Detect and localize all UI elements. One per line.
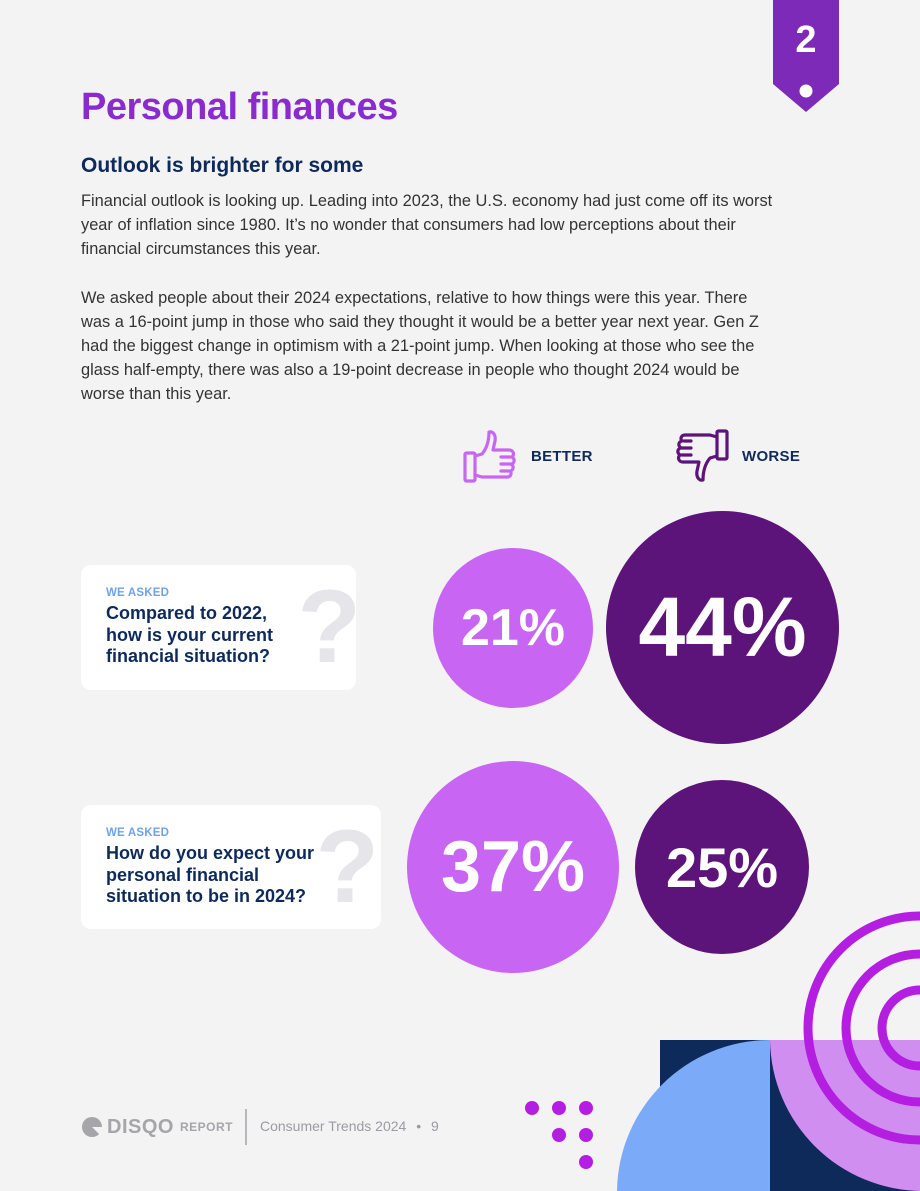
decorative-dot: [552, 1128, 566, 1142]
footer-report-label: REPORT: [179, 1120, 233, 1134]
footer-separator: •: [416, 1118, 422, 1134]
intro-paragraph: Financial outlook is looking up. Leading…: [81, 192, 773, 258]
footer-logo: DISQO REPORT: [81, 1114, 233, 1140]
worse-value-circle: 44%: [606, 511, 839, 744]
thumbs-up-icon: [463, 430, 516, 483]
worse-value-circle: 25%: [635, 780, 809, 954]
question-card-1: ? WE ASKED Compared to 2022, how is your…: [81, 565, 356, 690]
legend-worse-label: WORSE: [742, 448, 801, 465]
question-card-2: ? WE ASKED How do you expect your person…: [81, 805, 381, 929]
decorative-dot: [579, 1101, 593, 1115]
decorative-graphic: [617, 911, 920, 1191]
legend-better-label: BETTER: [531, 448, 593, 465]
question-text: How do you expect your personal financia…: [106, 843, 315, 906]
footer-divider: [245, 1109, 247, 1145]
question-text: Compared to 2022, how is your current fi…: [106, 603, 274, 666]
section-subtitle: Outlook is brighter for some: [81, 154, 364, 177]
better-value-circle: 21%: [433, 548, 593, 708]
page-title: Personal finances: [81, 86, 398, 128]
we-asked-label: WE ASKED: [106, 587, 170, 599]
question-mark-watermark-icon: ?: [297, 569, 356, 685]
footer-brand: DISQO: [107, 1115, 174, 1138]
we-asked-label: WE ASKED: [106, 827, 170, 839]
chapter-ribbon: [773, 0, 839, 112]
better-value-circle: 37%: [407, 761, 619, 973]
chapter-number: 2: [795, 19, 817, 61]
question-mark-watermark-icon: ?: [315, 809, 379, 925]
footer-publication-title: Consumer Trends 2024: [260, 1118, 407, 1134]
decorative-dot: [525, 1101, 539, 1115]
decorative-dot: [579, 1155, 593, 1169]
footer-page-number: 9: [431, 1118, 439, 1134]
thumbs-down-icon: [676, 429, 729, 482]
detail-paragraph: We asked people about their 2024 expecta…: [81, 289, 759, 403]
disqo-logo-icon: [82, 1117, 102, 1137]
decorative-dot: [579, 1128, 593, 1142]
decorative-dot: [552, 1101, 566, 1115]
footer-publication: Consumer Trends 2024 • 9: [260, 1118, 439, 1134]
